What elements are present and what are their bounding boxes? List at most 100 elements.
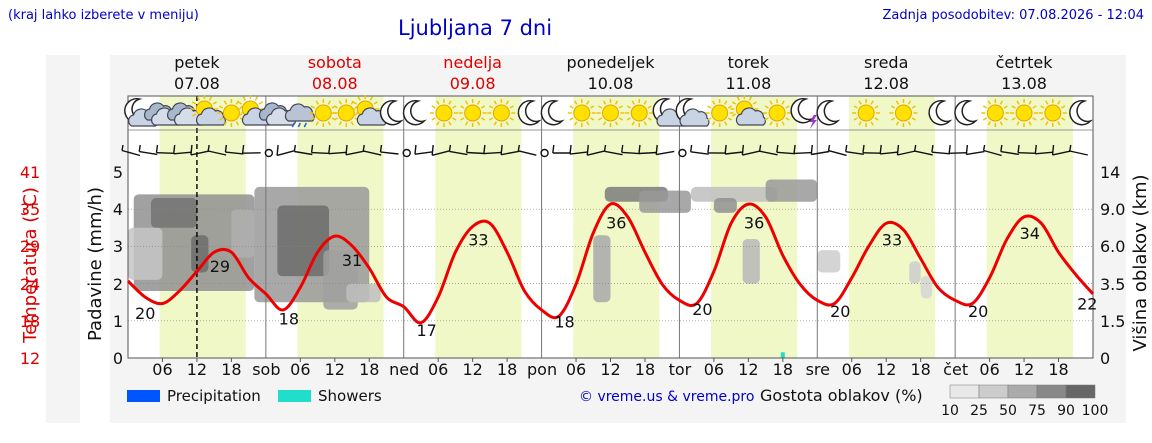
temperature-data-label: 20 — [135, 304, 155, 323]
temperature-data-label: 17 — [417, 321, 437, 340]
cloud-block — [690, 186, 778, 202]
precip-tick: 2 — [113, 275, 123, 294]
wind-barb-icon — [465, 144, 485, 155]
wind-barb-icon — [310, 144, 330, 155]
x-day-label: pon — [527, 360, 557, 379]
cloud-density-tick: 25 — [970, 403, 988, 419]
cloud-density-tick: 75 — [1028, 403, 1046, 419]
sun-icon — [309, 99, 338, 127]
day-name: ponedeljek — [567, 53, 656, 72]
wind-barb-icon — [931, 144, 950, 155]
wind-barb-icon — [655, 144, 675, 156]
wind-barb-icon — [264, 148, 274, 158]
x-hour-label: 18 — [1048, 360, 1068, 379]
x-hour-label: 18 — [359, 360, 379, 379]
wind-barb-icon — [845, 144, 864, 155]
x-hour-label: 06 — [979, 360, 999, 379]
cloud-block — [765, 179, 818, 202]
wind-barb-icon — [1000, 144, 1019, 156]
temperature-layer: 20 29 18 31 17 33 18 36 20 36 20 33 20 34 22 — [126, 202, 1097, 340]
wind-barb-icon — [276, 144, 296, 157]
wind-barb-icon — [241, 144, 261, 154]
temperature-tick: 24 — [20, 275, 40, 294]
wind-barb-icon — [948, 144, 968, 154]
temperature-tick: 18 — [20, 312, 40, 331]
wind-barb-icon — [678, 148, 687, 158]
cloud-density-tick: 10 — [941, 403, 959, 419]
temperature-data-label: 18 — [279, 309, 299, 328]
moon-storm-icon — [790, 97, 817, 129]
moon-icon — [1069, 99, 1094, 126]
temperature-data-label: 20 — [968, 302, 988, 321]
wind-barb-icon — [724, 144, 744, 155]
wind-barb-icon — [431, 144, 451, 156]
credit-link: © vreme.us & vreme.pro — [579, 389, 754, 405]
temperature-data-label: 20 — [830, 302, 850, 321]
x-hour-label: 12 — [876, 360, 896, 379]
wind-barb-icon — [190, 144, 210, 156]
sun-icon — [981, 99, 1010, 127]
day-name: torek — [728, 53, 770, 72]
cloud-block — [817, 250, 841, 273]
moon-icon — [954, 99, 979, 126]
temperature-data-label: 36 — [606, 213, 626, 232]
wind-barb-icon — [293, 144, 313, 156]
wind-barb-icon — [638, 144, 658, 155]
temperature-axis-label: Temperatura (°C) — [20, 187, 41, 344]
cloud-block — [593, 235, 611, 303]
cloud-block — [909, 261, 921, 284]
showers-legend-label: Showers — [318, 387, 382, 405]
sun-icon — [458, 99, 487, 127]
precip-tick: 3 — [113, 237, 123, 256]
cloud-block — [277, 205, 330, 277]
cloud-block — [346, 283, 381, 303]
moon-icon — [928, 99, 953, 126]
cloud-density-tick: 100 — [1082, 403, 1109, 419]
x-hour-label: 18 — [635, 360, 655, 379]
day-date: 12.08 — [863, 74, 909, 93]
x-hour-label: 06 — [152, 360, 172, 379]
x-hour-label: 06 — [566, 360, 586, 379]
sun-icon — [567, 99, 596, 127]
cloud-block — [150, 198, 197, 228]
location-hint[interactable]: (kraj lahko izberete v meniju) — [8, 8, 199, 23]
wind-barb-icon — [776, 144, 795, 155]
wind-barb-icon — [896, 144, 916, 156]
x-day-label: ned — [389, 360, 419, 379]
precipitation-legend-label: Precipitation — [167, 387, 261, 405]
moon-icon — [540, 99, 565, 126]
x-day-label: čet — [943, 360, 968, 379]
wind-barb-icon — [345, 144, 365, 156]
precip-tick: 0 — [113, 349, 123, 368]
cloud-density-title: Gostota oblakov (%) — [760, 386, 923, 405]
wind-barb-icon — [758, 144, 778, 156]
cloud-block — [128, 227, 163, 280]
sun-icon — [889, 99, 918, 127]
precip-tick: 4 — [113, 200, 123, 219]
cloud-density-layer — [128, 179, 933, 358]
wind-barb-icon — [827, 144, 847, 157]
temperature-tick: 29 — [20, 237, 40, 256]
cloud-block — [742, 238, 760, 284]
wind-barb-icon — [362, 144, 382, 156]
wind-barb-icon — [741, 144, 761, 156]
day-date: 09.08 — [450, 74, 496, 93]
cloud-block — [920, 276, 933, 299]
cloud-height-tick: 14 — [1100, 163, 1120, 182]
wind-barb-icon — [810, 144, 830, 156]
wind-barb-icon — [1017, 144, 1037, 154]
left-panel — [46, 55, 80, 423]
wind-barb-icon — [402, 148, 411, 158]
axes-layer: 41 35 29 24 18 12 5 4 3 2 1 0 14 9.0 6.0 3.5 1.5 0 Tempera… — [20, 53, 1151, 379]
x-hour-label: 18 — [773, 360, 793, 379]
last-update: Zadnja posodobitev: 07.08.2026 - 12:04 — [882, 8, 1144, 23]
cloud-density-swatch — [978, 384, 1009, 399]
temperature-data-label: 33 — [468, 230, 488, 249]
day-name: sobota — [308, 53, 362, 72]
cloud-height-tick: 3.5 — [1100, 275, 1125, 294]
x-hour-label: 18 — [910, 360, 930, 379]
wind-barb-icon — [621, 144, 640, 155]
day-name: petek — [174, 53, 220, 72]
wind-barb-icon — [121, 144, 141, 157]
